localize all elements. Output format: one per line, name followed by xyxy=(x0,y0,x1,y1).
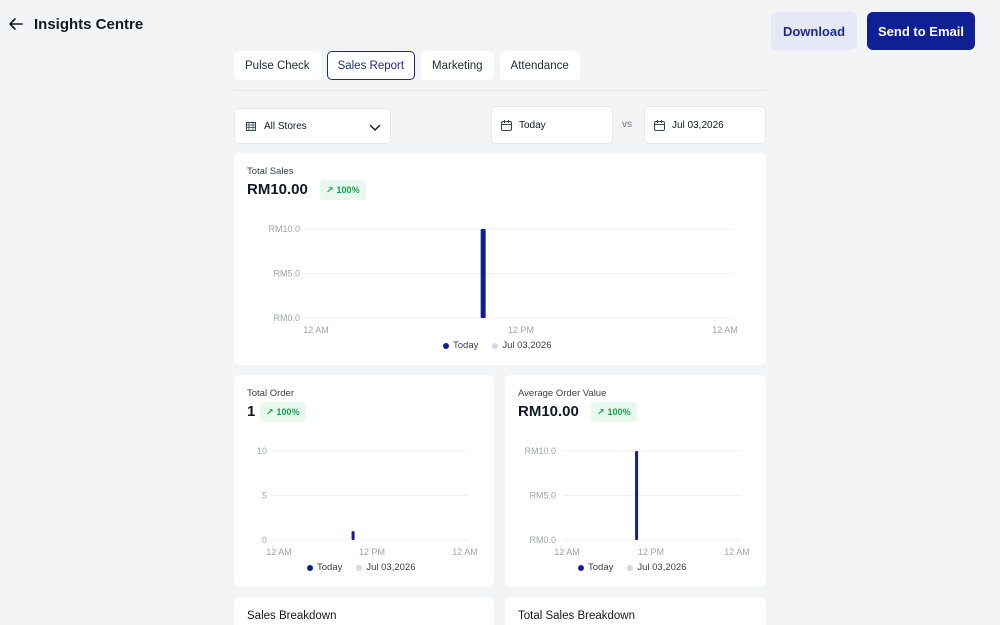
change-value: 100% xyxy=(607,407,631,417)
report-tabs: Pulse Check Sales Report Marketing Atten… xyxy=(234,51,580,81)
tabs-divider xyxy=(234,90,766,91)
date-to-value: Jul 03,2026 xyxy=(672,119,724,131)
x-tick-label: 12 AM xyxy=(452,547,478,557)
x-tick-label: 12 AM xyxy=(554,547,580,557)
y-tick-label: RM5.0 xyxy=(529,491,556,501)
vs-label: vs xyxy=(622,119,632,130)
total-sales-breakdown-card: Total Sales Breakdown xyxy=(505,597,766,625)
aov-label: Average Order Value xyxy=(518,388,607,399)
tab-marketing[interactable]: Marketing xyxy=(421,51,494,80)
tab-attendance[interactable]: Attendance xyxy=(499,51,580,80)
sales-breakdown-card: Sales Breakdown xyxy=(234,597,494,625)
legend-item-today: Today xyxy=(443,340,478,351)
legend-dot xyxy=(307,564,313,571)
aov-chart: RM10.0 RM5.0 RM0.0 12 AM 12 PM 12 AM xyxy=(524,446,750,557)
legend-item-compare: Jul 03,2026 xyxy=(356,562,415,573)
y-tick-label: RM10.0 xyxy=(524,446,556,456)
x-tick-label: 12 PM xyxy=(638,547,664,557)
legend-label: Jul 03,2026 xyxy=(366,562,416,573)
back-arrow-icon[interactable] xyxy=(6,14,26,34)
trend-up-icon: ↗ xyxy=(326,184,334,195)
store-select[interactable]: All Stores xyxy=(234,108,391,144)
total-order-label: Total Order xyxy=(247,388,294,399)
change-value: 100% xyxy=(276,407,300,417)
calendar-icon xyxy=(500,119,513,132)
legend-dot xyxy=(578,564,584,571)
legend-dot xyxy=(492,342,499,349)
page-title: Insights Centre xyxy=(34,16,144,33)
x-tick-label: 12 PM xyxy=(359,547,385,557)
total-sales-card: Total Sales RM10.00 ↗ 100% RM10.0 RM5.0 RM0… xyxy=(234,153,766,365)
total-order-value: 1 xyxy=(247,403,256,420)
x-tick-label: 12 AM xyxy=(303,325,329,335)
total-sales-value: RM10.00 xyxy=(247,181,308,198)
legend-item-compare: Jul 03,2026 xyxy=(492,340,551,351)
legend-dot xyxy=(443,342,449,349)
top-bar: Insights Centre Download Send to Email xyxy=(0,0,1000,60)
date-from-picker[interactable]: Today xyxy=(491,106,613,144)
legend-label: Today xyxy=(588,562,614,573)
y-tick-label: RM0.0 xyxy=(273,313,300,323)
total-order-chart: 10 5 0 12 AM 12 PM 12 AM xyxy=(257,446,478,557)
date-to-picker[interactable]: Jul 03,2026 xyxy=(644,106,766,144)
total-sales-breakdown-title: Total Sales Breakdown xyxy=(518,610,635,622)
y-tick-label: 0 xyxy=(262,535,267,545)
total-order-change-badge: ↗ 100% xyxy=(260,402,306,422)
store-icon xyxy=(245,120,257,132)
sales-breakdown-title: Sales Breakdown xyxy=(247,610,337,622)
y-tick-label: RM0.0 xyxy=(529,535,556,545)
send-to-email-button[interactable]: Send to Email xyxy=(867,12,975,50)
download-button[interactable]: Download xyxy=(771,12,857,50)
trend-up-icon: ↗ xyxy=(597,406,605,417)
legend-label: Today xyxy=(453,340,479,351)
total-order-card: Total Order 1 ↗ 100% 10 5 0 12 AM 12 PM 12 AM … xyxy=(234,375,494,587)
total-sales-label: Total Sales xyxy=(247,166,294,177)
bar xyxy=(351,531,355,540)
legend-dot xyxy=(627,564,634,571)
legend-label: Today xyxy=(317,562,343,573)
date-from-value: Today xyxy=(519,119,546,131)
legend-dot xyxy=(356,564,363,571)
chevron-down-icon xyxy=(368,120,382,137)
store-select-value: All Stores xyxy=(264,120,307,132)
legend-label: Jul 03,2026 xyxy=(637,562,687,573)
legend-item-compare: Jul 03,2026 xyxy=(627,562,686,573)
x-tick-label: 12 AM xyxy=(712,325,738,335)
chart-legend: Today Jul 03,2026 xyxy=(443,340,551,351)
total-sales-change-badge: ↗ 100% xyxy=(320,180,366,200)
calendar-icon xyxy=(653,119,666,132)
y-tick-label: RM5.0 xyxy=(273,269,300,279)
chart-legend: Today Jul 03,2026 xyxy=(578,562,686,573)
x-tick-label: 12 PM xyxy=(508,325,534,335)
tab-pulse-check[interactable]: Pulse Check xyxy=(234,51,321,80)
x-tick-label: 12 AM xyxy=(266,547,292,557)
legend-label: Jul 03,2026 xyxy=(502,340,552,351)
tab-sales-report[interactable]: Sales Report xyxy=(326,51,416,80)
trend-up-icon: ↗ xyxy=(266,406,274,417)
aov-change-badge: ↗ 100% xyxy=(591,402,637,422)
average-order-value-card: Average Order Value RM10.00 ↗ 100% RM10.0… xyxy=(505,375,766,587)
bar xyxy=(635,451,639,540)
legend-item-today: Today xyxy=(307,562,342,573)
aov-value: RM10.00 xyxy=(518,403,579,420)
y-tick-label: 5 xyxy=(262,491,267,501)
x-tick-label: 12 AM xyxy=(724,547,750,557)
chart-legend: Today Jul 03,2026 xyxy=(307,562,415,573)
bar xyxy=(480,229,486,318)
legend-item-today: Today xyxy=(578,562,613,573)
change-value: 100% xyxy=(336,185,360,195)
y-tick-label: RM10.0 xyxy=(268,224,300,234)
y-tick-label: 10 xyxy=(257,446,267,456)
